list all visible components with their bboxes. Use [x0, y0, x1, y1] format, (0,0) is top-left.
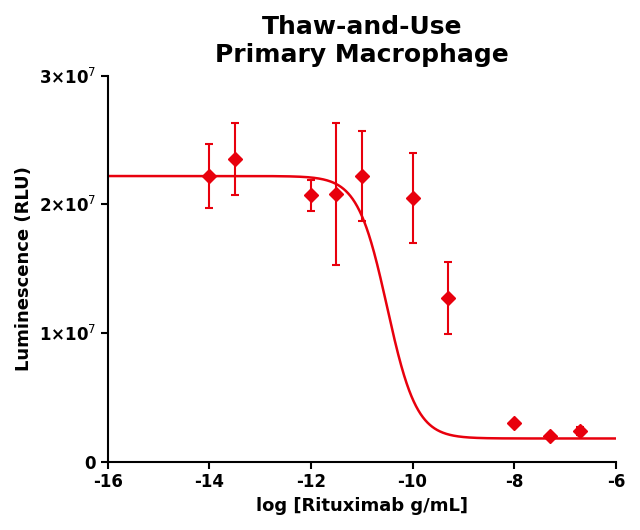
X-axis label: log [Rituximab g/mL]: log [Rituximab g/mL]: [256, 497, 468, 515]
Title: Thaw-and-Use
Primary Macrophage: Thaw-and-Use Primary Macrophage: [215, 15, 509, 67]
Y-axis label: Luminescence (RLU): Luminescence (RLU): [15, 166, 33, 371]
